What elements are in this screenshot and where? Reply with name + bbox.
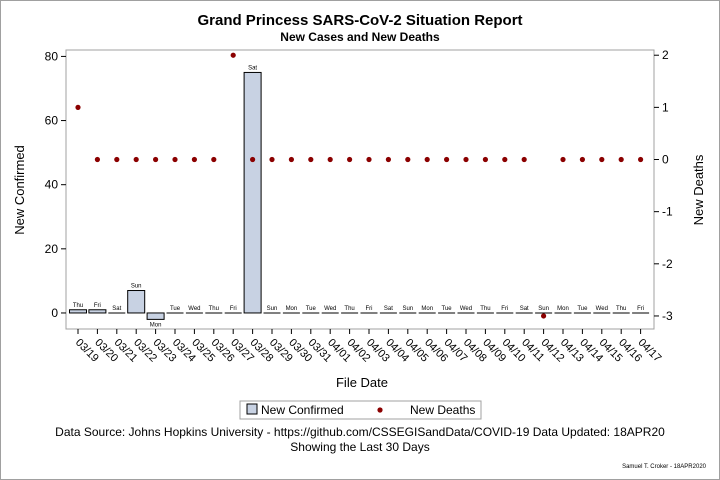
y2-tick-label: 1 xyxy=(662,100,669,114)
y2-tick-label: -3 xyxy=(662,309,673,323)
bar xyxy=(146,312,165,320)
death-point xyxy=(463,156,469,163)
bar xyxy=(243,71,262,314)
death-point xyxy=(618,156,624,163)
y2-tick-label: 2 xyxy=(662,48,669,62)
chart-title: Grand Princess SARS-CoV-2 Situation Repo… xyxy=(197,12,522,29)
author-credit: Samuel T. Croker - 18APR2020 xyxy=(622,464,707,470)
legend: New Confirmed New Deaths xyxy=(239,400,482,420)
legend-label-deaths: New Deaths xyxy=(410,403,475,417)
legend-label-confirmed: New Confirmed xyxy=(261,403,344,417)
bar-weekday-label: Wed xyxy=(460,306,472,312)
y-tick-label: 40 xyxy=(45,178,59,192)
death-point xyxy=(172,156,178,163)
death-point xyxy=(444,156,450,163)
plot-area xyxy=(65,49,655,330)
death-point xyxy=(579,156,586,163)
bar-weekday-label: Thu xyxy=(73,303,83,309)
death-point xyxy=(541,313,547,319)
bar-weekday-label: Sat xyxy=(112,306,121,312)
y-tick-label: 20 xyxy=(45,242,59,256)
death-point xyxy=(211,156,217,163)
bar-weekday-label: Thu xyxy=(209,306,219,312)
death-point xyxy=(502,156,508,163)
y-tick-label: 60 xyxy=(45,114,59,128)
legend-bar-swatch xyxy=(246,403,258,415)
bar-weekday-label: Fri xyxy=(366,306,373,312)
death-point xyxy=(94,156,100,163)
bar-weekday-label: Tue xyxy=(306,306,317,312)
death-point xyxy=(250,156,256,163)
bar-weekday-label: Mon xyxy=(421,306,433,312)
bar-weekday-label: Thu xyxy=(616,306,626,312)
bar-weekday-label: Fri xyxy=(230,306,237,312)
y2-axis-label: New Deaths xyxy=(691,154,706,225)
y2-tick-label: -2 xyxy=(662,257,673,271)
y2-tick-label: -1 xyxy=(662,205,673,219)
deaths-series xyxy=(75,52,644,319)
bar-series xyxy=(69,71,650,320)
bar xyxy=(88,309,107,314)
bar-weekday-label: Mon xyxy=(150,322,162,328)
death-point xyxy=(405,156,411,163)
bar-weekday-label: Sun xyxy=(402,306,413,312)
bar-weekday-label: Sun xyxy=(267,306,278,312)
bar-weekday-label: Fri xyxy=(501,306,508,312)
legend-box xyxy=(239,400,482,420)
death-point xyxy=(385,156,391,163)
death-point xyxy=(153,156,159,163)
bar-weekday-label: Sat xyxy=(248,65,257,71)
y-axis-left: 0 20 40 60 80 xyxy=(45,49,66,320)
bar-weekday-label: Thu xyxy=(480,306,490,312)
legend-dot-swatch xyxy=(377,407,383,413)
death-point xyxy=(521,156,527,163)
death-point xyxy=(230,52,236,58)
footnote-source: Data Source: Johns Hopkins University - … xyxy=(55,425,665,439)
weekday-labels: Thu Fri Sat Sun Mon Tue Wed Thu Fri Sat Sun Mon Tue W… xyxy=(73,65,644,328)
bar xyxy=(127,290,146,314)
bar-weekday-label: Wed xyxy=(324,306,336,312)
death-point xyxy=(482,156,488,163)
bar-weekday-label: Tue xyxy=(170,306,181,312)
death-point xyxy=(269,156,275,163)
death-point xyxy=(347,156,353,163)
bar-weekday-label: Mon xyxy=(557,306,569,312)
bar-weekday-label: Sun xyxy=(131,284,142,290)
bar-weekday-label: Tue xyxy=(442,306,453,312)
bar-weekday-label: Wed xyxy=(596,306,608,312)
death-point xyxy=(424,156,430,163)
bar xyxy=(69,309,87,314)
y-axis-label: New Confirmed xyxy=(12,145,27,235)
x-axis: 03/1903/2003/2103/2203/2303/2403/2503/26… xyxy=(73,329,663,365)
bar-weekday-label: Sat xyxy=(520,306,529,312)
y2-tick-label: 0 xyxy=(662,153,669,167)
x-axis-label: File Date xyxy=(336,375,388,390)
y-tick-label: 0 xyxy=(51,306,58,320)
bar-weekday-label: Sat xyxy=(384,306,393,312)
death-point xyxy=(308,156,314,163)
death-point xyxy=(75,104,81,110)
y-axis-right: -3 -2 -1 0 1 2 xyxy=(654,48,673,323)
death-point xyxy=(114,156,120,163)
death-point xyxy=(366,156,372,163)
death-point xyxy=(638,156,644,163)
bar-weekday-label: Wed xyxy=(188,306,200,312)
chart-subtitle: New Cases and New Deaths xyxy=(280,30,440,44)
death-point xyxy=(133,156,139,163)
bar-weekday-label: Thu xyxy=(344,306,354,312)
footnote-window: Showing the Last 30 Days xyxy=(290,440,429,454)
bar-weekday-label: Fri xyxy=(637,306,644,312)
death-point xyxy=(599,156,605,163)
death-point xyxy=(327,156,333,163)
bar-weekday-label: Tue xyxy=(577,306,588,312)
bar-weekday-label: Sun xyxy=(538,306,549,312)
death-point xyxy=(560,156,566,163)
death-point xyxy=(191,156,197,163)
y-tick-label: 80 xyxy=(45,49,59,63)
bar-weekday-label: Fri xyxy=(94,303,101,309)
death-point xyxy=(288,156,294,163)
bar-weekday-label: Mon xyxy=(286,306,298,312)
